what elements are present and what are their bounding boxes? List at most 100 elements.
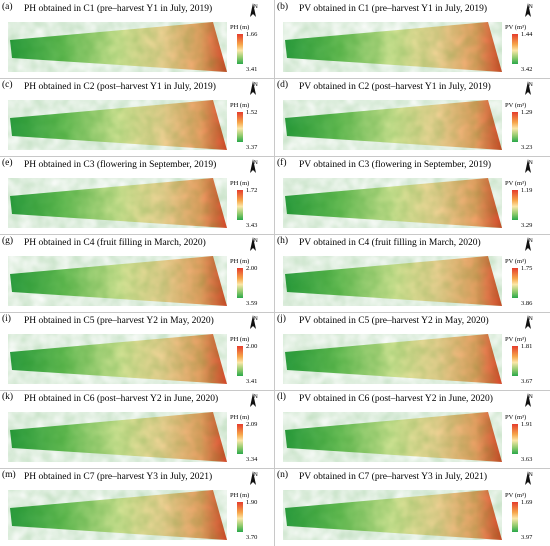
color-scale-bar bbox=[237, 424, 243, 454]
map-panel: (e) PH obtained in C3 (flowering in Septe… bbox=[0, 156, 273, 233]
legend-title: PH (m) bbox=[230, 258, 250, 265]
legend-min-value: 3.29 bbox=[521, 222, 533, 229]
map-panel: (i) PH obtained in C5 (pre–harvest Y2 in … bbox=[0, 312, 273, 389]
panel-label: (f) bbox=[277, 158, 287, 168]
panel-title: PH obtained in C4 (fruit filling in Marc… bbox=[24, 238, 206, 248]
north-arrow-icon: N bbox=[250, 393, 258, 407]
field-texture bbox=[10, 412, 227, 462]
legend-max-value: 2.00 bbox=[246, 265, 258, 272]
legend-min-value: 3.34 bbox=[246, 456, 258, 463]
panel-label: (j) bbox=[277, 314, 286, 324]
field-texture bbox=[285, 490, 502, 540]
legend-max-value: 1.19 bbox=[521, 187, 533, 194]
legend-max-value: 2.09 bbox=[246, 421, 258, 428]
panel-title: PV obtained in C5 (pre–harvest Y2 in May… bbox=[299, 316, 489, 326]
map-panel: (k) PH obtained in C6 (post–harvest Y2 in… bbox=[0, 390, 273, 467]
legend-max-value: 1.72 bbox=[246, 187, 258, 194]
north-arrow-icon: N bbox=[250, 471, 258, 485]
row-divider bbox=[0, 78, 550, 79]
field-texture bbox=[285, 22, 502, 72]
field-map bbox=[10, 490, 227, 540]
legend-min-value: 3.41 bbox=[246, 378, 258, 385]
svg-text:N: N bbox=[529, 4, 533, 10]
panel-title: PH obtained in C2 (post–harvest Y1 in Ju… bbox=[24, 82, 216, 92]
row-divider bbox=[0, 234, 550, 235]
legend-min-value: 3.97 bbox=[521, 534, 533, 541]
column-divider bbox=[274, 0, 275, 546]
legend-title: PH (m) bbox=[230, 336, 250, 343]
color-scale-bar bbox=[512, 502, 518, 532]
panel-label: (b) bbox=[277, 2, 289, 12]
color-scale-bar bbox=[237, 502, 243, 532]
field-texture bbox=[285, 178, 502, 228]
panel-title: PH obtained in C5 (pre–harvest Y2 in May… bbox=[24, 316, 214, 326]
legend-title: PV (m³) bbox=[505, 258, 527, 265]
field-map bbox=[10, 22, 227, 72]
field-map bbox=[10, 412, 227, 462]
legend-title: PV (m³) bbox=[505, 414, 527, 421]
row-divider bbox=[0, 390, 550, 391]
field-map bbox=[285, 22, 502, 72]
panel-label: (d) bbox=[277, 80, 289, 90]
legend-max-value: 1.91 bbox=[521, 421, 533, 428]
map-panel: (l) PV obtained in C6 (post–harvest Y2 in… bbox=[275, 390, 548, 467]
legend-max-value: 1.66 bbox=[246, 31, 258, 38]
field-texture bbox=[10, 334, 227, 384]
legend-min-value: 3.67 bbox=[521, 378, 533, 385]
field-texture bbox=[285, 256, 502, 306]
field-texture bbox=[10, 100, 227, 150]
svg-text:N: N bbox=[529, 160, 533, 166]
legend-title: PH (m) bbox=[230, 102, 250, 109]
legend-max-value: 2.00 bbox=[246, 343, 258, 350]
panel-label: (l) bbox=[277, 392, 286, 402]
map-panel: (n) PV obtained in C7 (pre–harvest Y3 in … bbox=[275, 468, 548, 545]
map-panel: (d) PV obtained in C2 (post–harvest Y1 in… bbox=[275, 78, 548, 155]
panel-title: PV obtained in C2 (post–harvest Y1 in Ju… bbox=[299, 82, 491, 92]
field-map bbox=[10, 334, 227, 384]
legend-title: PH (m) bbox=[230, 492, 250, 499]
svg-text:N: N bbox=[254, 160, 258, 166]
legend-min-value: 3.43 bbox=[246, 222, 258, 229]
panel-label: (c) bbox=[2, 80, 13, 90]
legend-title: PH (m) bbox=[230, 24, 250, 31]
svg-text:N: N bbox=[254, 316, 258, 322]
legend-title: PV (m³) bbox=[505, 102, 527, 109]
legend-max-value: 1.75 bbox=[521, 265, 533, 272]
legend-max-value: 1.81 bbox=[521, 343, 533, 350]
north-arrow-icon: N bbox=[525, 315, 533, 329]
svg-text:N: N bbox=[254, 238, 258, 244]
color-scale-bar bbox=[237, 112, 243, 142]
legend-title: PH (m) bbox=[230, 180, 250, 187]
field-texture bbox=[10, 490, 227, 540]
legend-max-value: 1.90 bbox=[246, 499, 258, 506]
legend-max-value: 1.29 bbox=[521, 109, 533, 116]
svg-text:N: N bbox=[254, 472, 258, 478]
north-arrow-icon: N bbox=[525, 237, 533, 251]
map-panel: (m) PH obtained in C7 (pre–harvest Y3 in … bbox=[0, 468, 273, 545]
map-panel: (b) PV obtained in C1 (pre–harvest Y1 in … bbox=[275, 0, 548, 77]
color-scale-bar bbox=[237, 34, 243, 64]
field-map bbox=[10, 256, 227, 306]
row-divider bbox=[0, 468, 550, 469]
panel-label: (a) bbox=[2, 2, 13, 12]
color-scale-bar bbox=[237, 190, 243, 220]
legend-min-value: 3.59 bbox=[246, 300, 258, 307]
field-map bbox=[285, 334, 502, 384]
field-map bbox=[10, 100, 227, 150]
legend-min-value: 3.70 bbox=[246, 534, 258, 541]
map-panel: (f) PV obtained in C3 (flowering in Septe… bbox=[275, 156, 548, 233]
north-arrow-icon: N bbox=[525, 3, 533, 17]
legend-title: PV (m³) bbox=[505, 492, 527, 499]
map-panel: (a) PH obtained in C1 (pre–harvest Y1 in … bbox=[0, 0, 273, 77]
panel-label: (g) bbox=[2, 236, 14, 246]
map-panel: (j) PV obtained in C5 (pre–harvest Y2 in … bbox=[275, 312, 548, 389]
panel-title: PV obtained in C3 (flowering in Septembe… bbox=[299, 160, 492, 170]
panel-title: PV obtained in C1 (pre–harvest Y1 in Jul… bbox=[299, 4, 488, 14]
field-map bbox=[285, 412, 502, 462]
legend-title: PV (m³) bbox=[505, 24, 527, 31]
legend-min-value: 3.41 bbox=[246, 66, 258, 73]
field-texture bbox=[285, 334, 502, 384]
field-texture bbox=[10, 22, 227, 72]
field-map bbox=[285, 256, 502, 306]
row-divider bbox=[0, 156, 550, 157]
